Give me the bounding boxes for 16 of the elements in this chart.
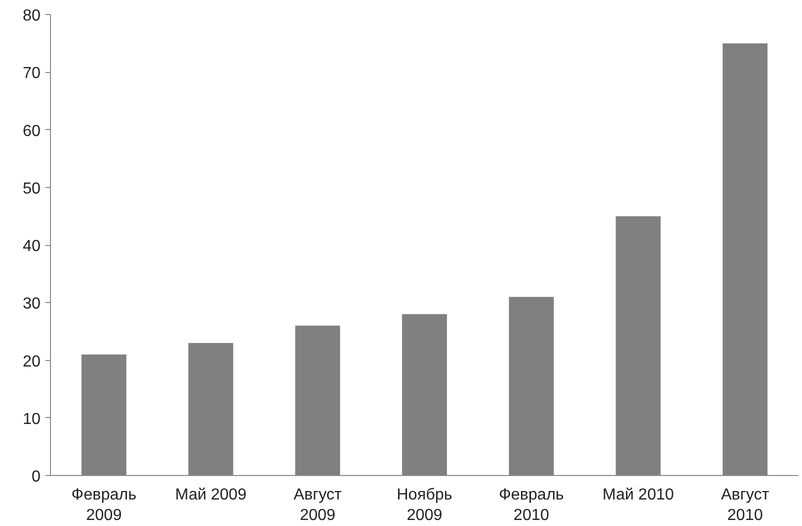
y-tick-label: 30 — [22, 296, 41, 313]
y-tick-label: 70 — [22, 65, 41, 82]
y-tick-label: 0 — [32, 468, 41, 486]
x-tick-label: Февраль 2009 — [71, 486, 136, 524]
y-tick-label: 80 — [22, 8, 41, 24]
y-tick-label: 10 — [22, 410, 41, 428]
x-tick-label: Май 2009 — [175, 486, 247, 504]
y-tick-label: 40 — [22, 238, 41, 255]
y-tick-label: 20 — [22, 353, 41, 370]
y-tick-label: 60 — [22, 122, 41, 140]
x-tick-label: Февраль 2010 — [498, 486, 564, 524]
x-tick-label: Август 2010 — [720, 486, 770, 524]
x-tick-label: Ноябрь 2009 — [396, 486, 452, 524]
x-tick-label: Май 2010 — [602, 486, 674, 504]
y-tick-label: 50 — [22, 180, 41, 198]
x-tick-label: Август 2009 — [294, 486, 342, 524]
